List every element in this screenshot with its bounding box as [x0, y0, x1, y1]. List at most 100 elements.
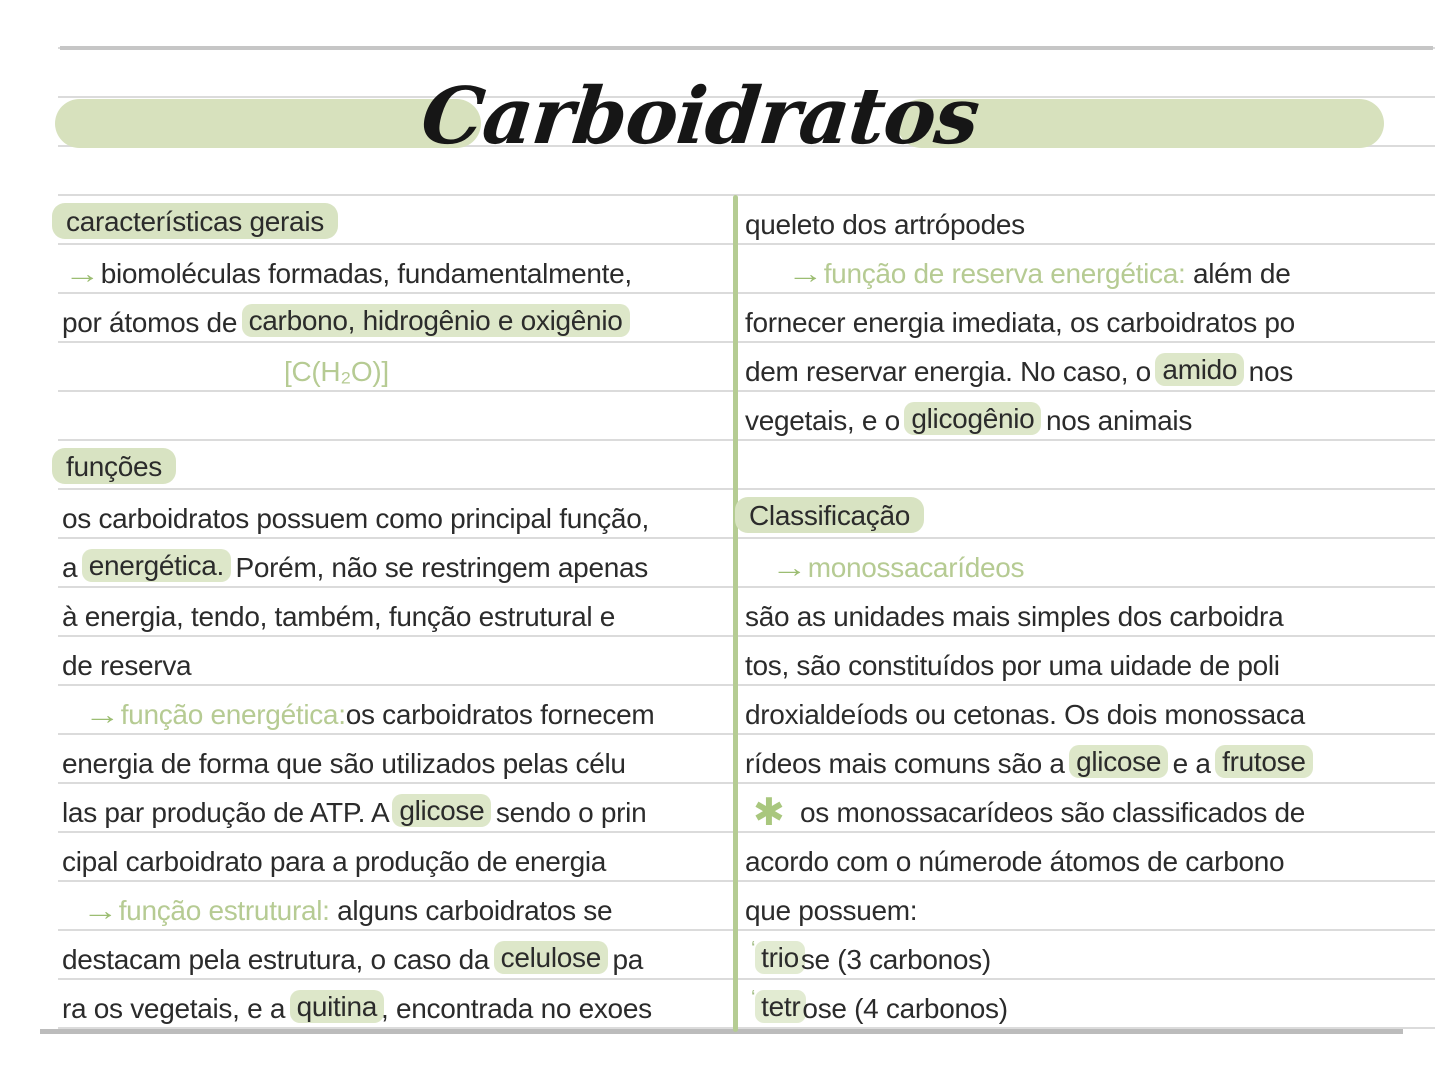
text-segment: sendo o prin: [488, 797, 647, 828]
text-line: ra os vegetais, e a quitina, encontrada …: [62, 979, 733, 1028]
text-segment: a: [62, 552, 85, 583]
text-segment: função de reserva energética:: [823, 258, 1186, 289]
text-line: energia de forma que são utilizados pela…: [62, 734, 733, 783]
arrow-icon: →: [82, 895, 119, 926]
text-segment: [C(H₂O)]: [284, 356, 389, 387]
text-line: [C(H₂O)]: [62, 342, 733, 391]
text-segment: monossacarídeos: [807, 552, 1025, 583]
text-segment: tos, são constituídos por uma uidade de …: [745, 650, 1280, 681]
text-line: que possuem:: [745, 881, 1385, 930]
text-segment: las par produção de ATP. A: [62, 797, 396, 828]
highlighted-text: tetr: [755, 990, 807, 1023]
title-band-right: [897, 99, 1384, 148]
text-line: droxialdeíods ou cetonas. Os dois monoss…: [745, 685, 1385, 734]
text-line: [62, 391, 733, 440]
title-band-left: [55, 99, 481, 148]
text-line: acordo com o númerode átomos de carbono: [745, 832, 1385, 881]
text-segment: acordo com o númerode átomos de carbono: [745, 846, 1285, 877]
highlighted-text: energética.: [81, 549, 232, 582]
text-segment: os monossacarídeos são classificados de: [792, 797, 1306, 828]
text-line: tos, são constituídos por uma uidade de …: [745, 636, 1385, 685]
arrow-icon: →: [64, 258, 101, 289]
text-segment: os carboidratos fornecem: [345, 699, 655, 730]
text-segment: e a: [1165, 748, 1219, 779]
text-segment: são as unidades mais simples dos carboid…: [745, 601, 1284, 632]
text-segment: ra os vegetais, e a: [62, 993, 293, 1024]
highlighted-text: glicogênio: [904, 402, 1042, 435]
highlighted-text: amido: [1155, 353, 1245, 386]
text-segment: função energética:: [120, 699, 346, 730]
text-segment: queleto dos artrópodes: [745, 209, 1025, 240]
text-line: dem reservar energia. No caso, o amido n…: [745, 342, 1385, 391]
column-divider: [733, 195, 738, 1032]
text-segment: os carboidratos possuem como principal f…: [62, 503, 649, 534]
text-segment: rídeos mais comuns são a: [745, 748, 1073, 779]
asterisk-icon: ✱: [753, 792, 785, 834]
left-column: características gerais → biomoléculas form…: [52, 195, 733, 1028]
text-segment: por átomos de: [62, 307, 245, 338]
text-segment: dem reservar energia. No caso, o: [745, 356, 1159, 387]
arrow-icon: →: [84, 699, 121, 730]
bullet-tick-icon: ʻ: [751, 988, 756, 1010]
text-line: cipal carboidrato para a produção de ene…: [62, 832, 733, 881]
text-line: destacam pela estrutura, o caso da celul…: [62, 930, 733, 979]
text-segment: que possuem:: [745, 895, 918, 926]
text-line: → monossacarídeos: [745, 538, 1385, 587]
highlighted-text: glicose: [1069, 745, 1169, 778]
text-segment: nos animais: [1038, 405, 1193, 436]
top-rule-line: [60, 46, 1433, 50]
text-segment: fornecer energia imediata, os carboidrat…: [745, 307, 1295, 338]
text-segment: vegetais, e o: [745, 405, 908, 436]
text-segment: função estrutural:: [118, 895, 330, 926]
text-line: fornecer energia imediata, os carboidrat…: [745, 293, 1385, 342]
text-line: ✱ os monossacarídeos são classificados d…: [745, 783, 1385, 832]
text-line: de reserva: [62, 636, 733, 685]
text-segment: nos: [1241, 356, 1294, 387]
text-line: vegetais, e o glicogênio nos animais: [745, 391, 1385, 440]
text-segment: Porém, não se restringem apenas: [228, 552, 648, 583]
text-line: funções: [52, 440, 733, 489]
text-segment: destacam pela estrutura, o caso da: [62, 944, 497, 975]
text-line: a energética. Porém, não se restringem a…: [62, 538, 733, 587]
text-line: [745, 440, 1385, 489]
text-segment: à energia, tendo, também, função estrutu…: [62, 601, 616, 632]
highlighted-text: funções: [52, 448, 176, 484]
text-segment: alguns carboidratos se: [329, 895, 613, 926]
text-line: → função estrutural: alguns carboidratos …: [62, 881, 733, 930]
highlighted-text: quitina: [289, 990, 385, 1023]
text-line: são as unidades mais simples dos carboid…: [745, 587, 1385, 636]
text-line: os carboidratos possuem como principal f…: [62, 489, 733, 538]
text-line: → função de reserva energética: além de: [745, 244, 1385, 293]
text-segment: cipal carboidrato para a produção de ene…: [62, 846, 607, 877]
text-line: queleto dos artrópodes: [745, 195, 1385, 244]
text-segment: além de: [1185, 258, 1291, 289]
highlighted-text: glicose: [392, 794, 492, 827]
text-segment: de reserva: [62, 650, 192, 681]
text-segment: droxialdeíods ou cetonas. Os dois monoss…: [745, 699, 1305, 730]
text-line: ʻ trio se (3 carbonos): [745, 930, 1385, 979]
text-line: características gerais: [52, 195, 733, 244]
text-line: rídeos mais comuns são a glicose e a fru…: [745, 734, 1385, 783]
bullet-tick-icon: ʻ: [751, 939, 756, 961]
text-segment: , encontrada no exoes: [381, 993, 652, 1024]
arrow-icon: →: [787, 258, 824, 289]
text-segment: se (3 carbonos): [800, 944, 991, 975]
bottom-rule-line: [40, 1029, 1403, 1034]
text-line: → biomoléculas formadas, fundamentalmente…: [62, 244, 733, 293]
highlighted-text: Classificação: [735, 497, 925, 533]
arrow-icon: →: [771, 552, 808, 583]
text-line: Classificação: [735, 489, 1385, 538]
text-line: las par produção de ATP. A glicose sendo…: [62, 783, 733, 832]
text-line: → função energética: os carboidratos forne…: [62, 685, 733, 734]
highlighted-text: frutose: [1215, 745, 1313, 778]
highlighted-text: carbono, hidrogênio e oxigênio: [241, 304, 630, 337]
highlighted-text: celulose: [493, 941, 608, 974]
highlighted-text: trio: [755, 941, 805, 974]
text-segment: ose (4 carbonos): [802, 993, 1008, 1024]
text-line: à energia, tendo, também, função estrutu…: [62, 587, 733, 636]
text-segment: biomoléculas formadas, fundamentalmente,: [100, 258, 632, 289]
text-segment: energia de forma que são utilizados pela…: [62, 748, 626, 779]
right-column: queleto dos artrópodes → função de reserva…: [735, 195, 1385, 1028]
text-line: por átomos de carbono, hidrogênio e oxig…: [62, 293, 733, 342]
text-segment: pa: [605, 944, 644, 975]
